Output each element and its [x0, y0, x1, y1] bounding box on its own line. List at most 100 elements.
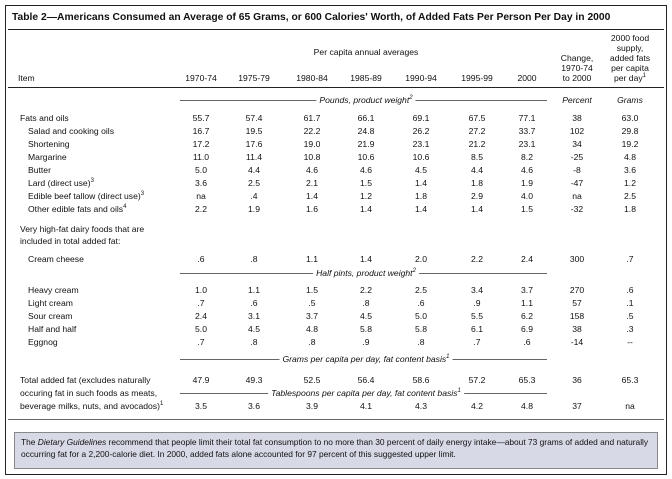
cell: .7: [197, 337, 204, 347]
header-supply: added fats: [610, 53, 650, 63]
cell-text: -32: [570, 204, 584, 214]
row-label: Shortening: [28, 139, 70, 149]
cell: 1.2: [624, 178, 636, 188]
cell: 5.5: [471, 311, 483, 321]
row-label: Butter: [28, 165, 51, 175]
cell: 52.5: [304, 375, 321, 385]
cell: 4.4: [471, 165, 483, 175]
cell: 1.4: [471, 204, 483, 214]
cell: 11.4: [246, 152, 262, 162]
header-supply-text: per capita: [611, 63, 649, 73]
cell-text: 2.5: [624, 191, 636, 201]
cell: 58.6: [413, 375, 430, 385]
row-label-text: Shortening: [28, 139, 70, 149]
header-supply-text: per day: [613, 73, 643, 83]
cell: .5: [308, 298, 315, 308]
cell-text: 4.6: [360, 165, 372, 175]
row-label: Margarine: [28, 152, 67, 162]
cell-text: 1.4: [306, 191, 318, 201]
header-period-text: 1995-99: [461, 73, 493, 83]
header-change: 1970-74: [561, 63, 593, 73]
cell-text: .3: [626, 324, 634, 334]
cell: 1.1: [248, 285, 260, 295]
cell: 2.2: [195, 204, 207, 214]
cell-text: --: [627, 337, 633, 347]
unit-label: Grams: [614, 95, 646, 105]
cell: -14: [571, 337, 583, 347]
cell: 1.1: [306, 254, 318, 264]
cell-text: 5.8: [360, 324, 372, 334]
header-change: to 2000: [563, 73, 592, 83]
cell-text: 1.0: [195, 285, 207, 295]
unit-label: Grams per capita per day, fat content ba…: [279, 354, 453, 364]
cell-text: 1.5: [521, 204, 533, 214]
cell: 4.8: [521, 401, 533, 411]
cell-text: 17.2: [192, 139, 210, 149]
cell-text: 2.0: [415, 254, 427, 264]
cell-text: 4.5: [360, 311, 372, 321]
row-label: Half and half: [28, 324, 76, 334]
cell: 1.5: [521, 204, 533, 214]
cell-text: 1.1: [306, 254, 318, 264]
cell-text: 22.2: [303, 126, 321, 136]
row-label: Eggnog: [28, 337, 58, 347]
cell-text: -14: [570, 337, 584, 347]
unit-label-text: Percent: [562, 95, 592, 105]
cell: -25: [571, 152, 583, 162]
cell-text: 57.2: [468, 375, 486, 385]
cell: --: [627, 337, 633, 347]
header-change: Change,: [561, 53, 594, 63]
cell: 57.4: [246, 113, 263, 123]
cell: na: [196, 191, 206, 201]
cell: 1.6: [306, 204, 318, 214]
cell: 2.2: [471, 254, 483, 264]
cell-text: .8: [308, 337, 316, 347]
row-label-text: Margarine: [28, 152, 67, 162]
header-change-text: Change,: [560, 53, 594, 63]
cell: 4.6: [521, 165, 533, 175]
cell-text: 1.2: [624, 178, 636, 188]
unit-label-text: Grams per capita per day, fat content ba…: [282, 354, 447, 364]
cell: .6: [417, 298, 424, 308]
cell: 3.1: [248, 311, 260, 321]
section-heading-text: Very high-fat dairy foods that are: [20, 224, 145, 234]
cell-text: .5: [626, 311, 634, 321]
cell: 37: [572, 401, 582, 411]
cell-text: 3.7: [521, 285, 533, 295]
cell-text: 2.1: [306, 178, 318, 188]
cell: 1.8: [415, 191, 427, 201]
row-label: Sour cream: [28, 311, 72, 321]
cell-text: 1.9: [521, 178, 533, 188]
cell-text: 10.6: [357, 152, 375, 162]
row-label: Light cream: [28, 298, 73, 308]
cell: 11.0: [193, 152, 209, 162]
cell: 1.1: [521, 298, 533, 308]
cell: na: [572, 191, 582, 201]
cell-text: 66.1: [357, 113, 375, 123]
cell: 3.7: [306, 311, 318, 321]
header-group-text: Per capita annual averages: [313, 47, 419, 57]
cell-text: 1.8: [415, 191, 427, 201]
cell: 24.8: [358, 126, 375, 136]
cell: 2.5: [415, 285, 427, 295]
cell: 3.7: [521, 285, 533, 295]
cell-text: 1.6: [306, 204, 318, 214]
cell: 1.9: [521, 178, 533, 188]
cell-text: 8.5: [471, 152, 483, 162]
cell: 77.1: [519, 113, 536, 123]
header-supply: per day1: [614, 73, 646, 83]
cell: 56.4: [358, 375, 375, 385]
cell-text: 38: [572, 113, 582, 123]
cell: 4.6: [306, 165, 318, 175]
cell-text: -8: [573, 165, 581, 175]
cell-text: 4.0: [521, 191, 533, 201]
cell: .8: [308, 337, 315, 347]
header-period: 1990-94: [405, 73, 437, 83]
unit-label: Tablespoons per capita per day, fat cont…: [268, 388, 464, 398]
cell: 65.3: [622, 375, 639, 385]
cell: 4.4: [248, 165, 260, 175]
cell: 61.7: [304, 113, 321, 123]
cell: .9: [362, 337, 369, 347]
row-label: Fats and oils: [20, 113, 69, 123]
